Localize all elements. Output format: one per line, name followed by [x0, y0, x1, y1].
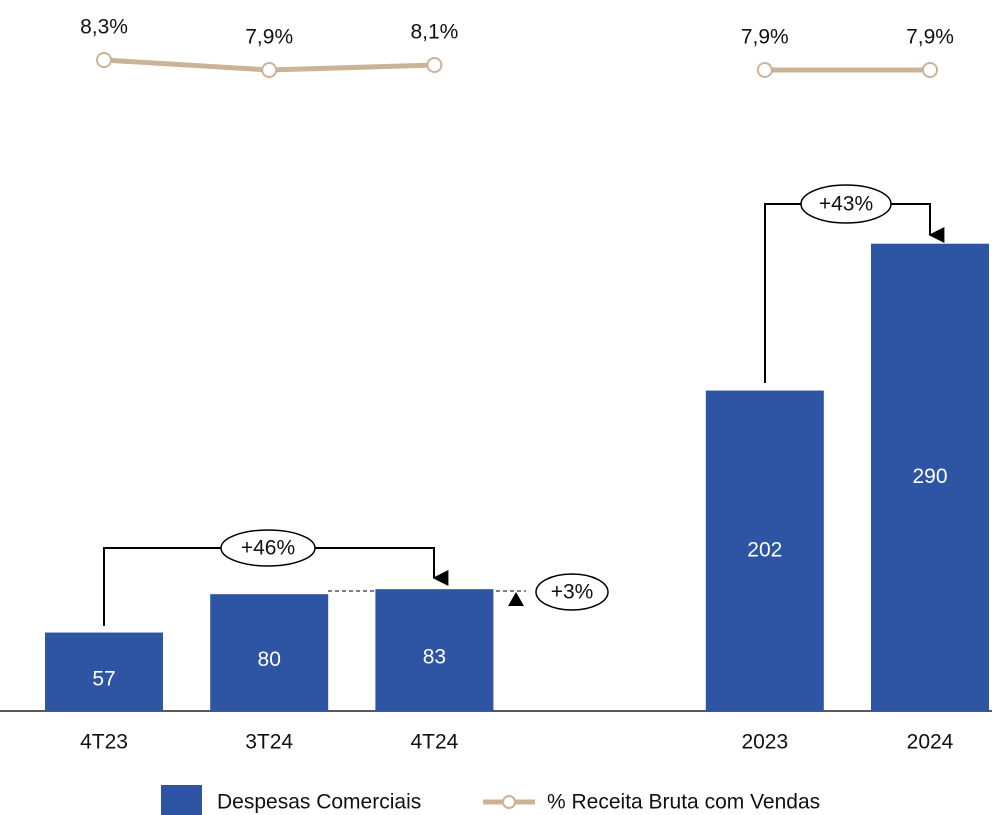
annotation-bubble — [220, 529, 316, 567]
x-tick-label: 4T23 — [80, 731, 128, 754]
annotation: +43% — [819, 193, 873, 216]
annotation: +3% — [551, 581, 594, 604]
x-tick-label: 3T24 — [245, 731, 293, 754]
annotation-bubble — [535, 573, 609, 611]
line-marker — [96, 52, 112, 68]
bar-value-label: 57 — [92, 667, 115, 690]
bar-value-label: 83 — [423, 646, 446, 669]
line-marker — [756, 62, 773, 78]
annotation-bubble — [800, 184, 892, 224]
line-value-label: 8,3% — [80, 16, 128, 39]
up-arrow — [508, 592, 524, 606]
bar — [705, 390, 824, 711]
bar — [871, 243, 989, 712]
x-tick-label: 2024 — [907, 731, 954, 754]
legend-label: % Receita Bruta com Vendas — [547, 791, 820, 814]
line-value-label: 7,9% — [741, 26, 789, 49]
annotation: +46% — [241, 537, 295, 560]
line-value-label: 7,9% — [245, 26, 293, 49]
line-marker — [426, 57, 443, 73]
bar — [45, 632, 163, 711]
line-value-label: 8,1% — [410, 21, 458, 44]
x-tick-label: 4T24 — [410, 731, 458, 754]
line-marker — [922, 62, 938, 78]
bar — [375, 589, 494, 711]
x-tick-label: 2023 — [741, 731, 788, 754]
bar-value-label: 202 — [747, 538, 782, 561]
bar-value-label: 80 — [258, 648, 281, 671]
line-marker — [261, 62, 278, 78]
legend-swatch-bar — [161, 785, 202, 815]
bar — [210, 594, 329, 711]
legend-marker — [502, 795, 516, 809]
legend-label: Despesas Comerciais — [217, 791, 421, 814]
bar-value-label: 290 — [912, 465, 947, 488]
line-value-label: 7,9% — [906, 26, 954, 49]
